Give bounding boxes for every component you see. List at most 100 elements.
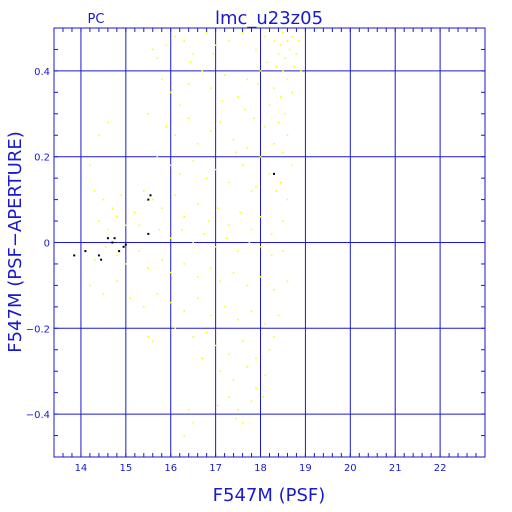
data-point [107,121,109,124]
data-point [221,100,224,102]
data-point [262,396,264,398]
data-point [183,40,185,42]
data-point [116,216,118,218]
data-point [246,147,248,149]
data-point [201,70,203,72]
data-point [134,211,136,214]
data-point [291,91,293,94]
data-point [228,353,230,355]
data-point [152,340,154,342]
data-point [237,318,239,321]
y-tick-label: 0.2 [34,153,50,164]
chart-tag: PC [88,12,105,27]
data-point [286,40,289,42]
data-point [293,65,295,68]
data-point [203,233,206,235]
data-point [250,190,253,192]
data-point [161,258,163,261]
x-tick-label: 14 [75,463,88,474]
data-point [226,237,228,239]
data-point [98,134,100,136]
data-point [158,228,161,231]
data-point [178,104,181,106]
data-point [250,310,253,312]
data-point [147,198,150,201]
data-point [100,258,103,261]
data-point [259,155,262,158]
data-point [102,293,105,295]
data-point [297,40,300,42]
data-point [268,104,271,106]
data-point [273,40,275,42]
data-point [156,57,159,59]
data-point [138,250,141,252]
data-point [147,336,150,338]
data-point [165,125,167,128]
data-point [295,52,298,55]
data-point [228,40,230,42]
data-point [270,254,273,257]
data-point [93,190,96,192]
data-point [165,44,167,46]
data-point [214,44,217,46]
data-point [273,143,275,145]
data-point [259,276,262,278]
data-point [93,258,96,261]
data-point [219,280,221,282]
data-point [266,61,269,64]
x-tick-label: 20 [344,463,357,474]
data-point [284,113,286,115]
data-point [116,254,118,257]
data-point [223,74,226,76]
data-point [106,237,109,240]
grid-lines [54,28,485,457]
data-point [255,357,257,360]
data-point [300,70,302,72]
x-tick-label: 19 [299,463,312,474]
data-point [149,194,152,197]
data-point [152,48,154,51]
x-tick-labels: 14 15 16 17 18 19 20 21 22 [75,463,447,474]
data-point [210,130,212,132]
data-point [192,421,194,424]
data-point [181,228,183,231]
data-point [286,134,289,136]
data-point [147,267,150,269]
data-point [282,31,284,34]
data-point [183,310,185,312]
data-point [192,241,194,244]
data-point [277,314,280,317]
data-point [89,284,91,287]
data-point [275,190,277,192]
data-point [169,301,172,304]
data-point [178,173,181,175]
data-point [192,160,194,162]
data-point [257,83,260,85]
data-point [282,151,284,154]
data-point [183,216,185,218]
data-point [246,284,248,287]
data-point [187,83,190,85]
data-point [152,198,154,201]
data-point [241,421,244,424]
data-point [97,254,100,257]
data-point [210,267,212,269]
data-point [125,224,127,227]
data-point [253,117,255,119]
data-point [282,250,284,252]
data-point [232,138,235,141]
x-axis-title: F547M (PSF) [213,485,326,506]
x-tick-label: 16 [164,463,177,474]
data-point [107,228,109,231]
data-point [268,173,271,175]
data-point [228,396,230,398]
data-point [190,61,192,64]
data-point [156,293,159,295]
data-point [241,31,244,34]
data-point [228,224,230,227]
data-point [259,70,262,72]
data-point [73,254,76,257]
data-point [205,177,208,179]
y-tick-label: 0.4 [34,67,50,78]
